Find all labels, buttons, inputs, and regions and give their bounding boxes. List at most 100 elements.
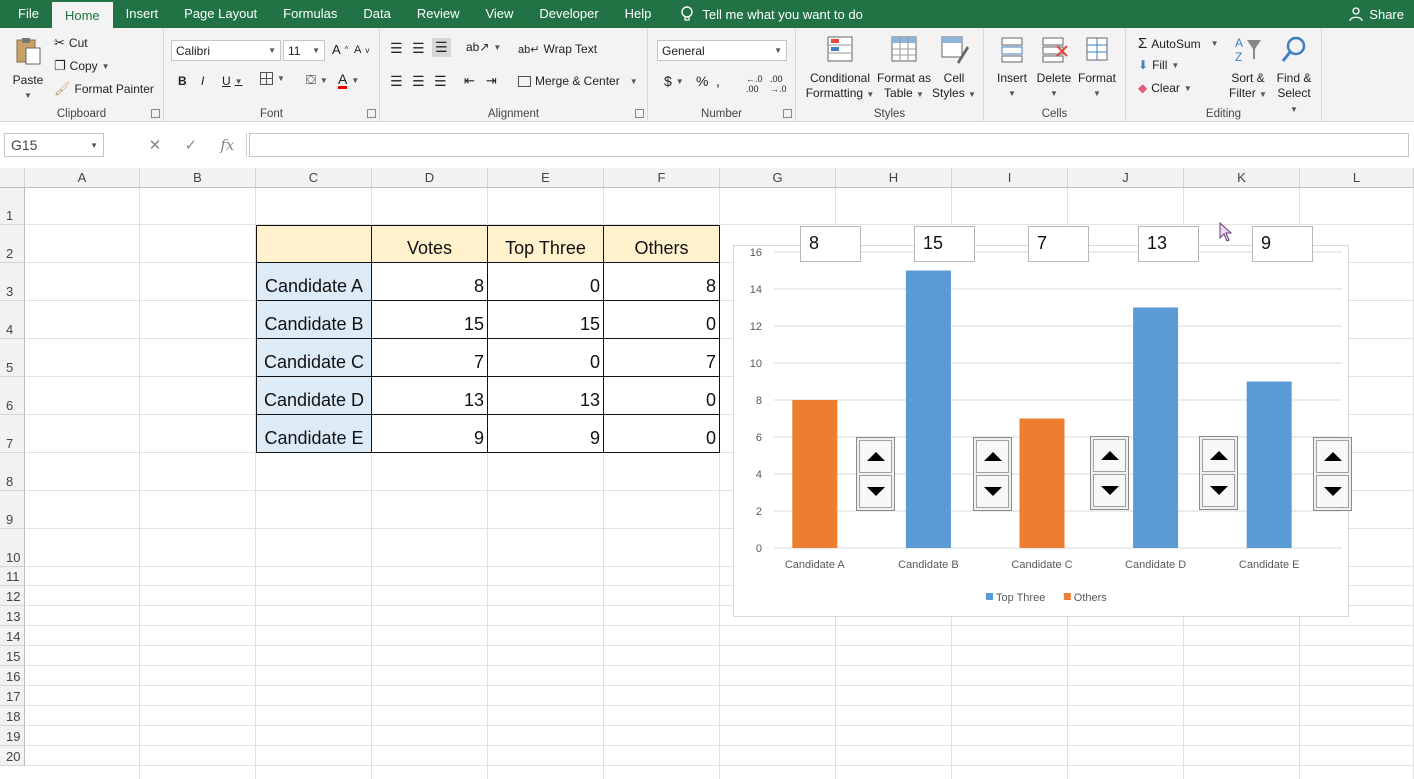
value-box-c[interactable]: 7 — [1028, 226, 1089, 262]
others-cell[interactable]: 7 — [604, 339, 720, 377]
row-header-1[interactable]: 1 — [0, 188, 25, 225]
value-box-d[interactable]: 13 — [1138, 226, 1199, 262]
column-header-f[interactable]: F — [604, 168, 720, 188]
column-header-l[interactable]: L — [1300, 168, 1414, 188]
row-header-14[interactable]: 14 — [0, 626, 25, 646]
top-three-cell[interactable]: 9 — [488, 415, 604, 453]
row-header-17[interactable]: 17 — [0, 686, 25, 706]
spinner-a-down-button[interactable] — [859, 475, 892, 508]
value-box-b[interactable]: 15 — [914, 226, 975, 262]
others-cell[interactable]: 8 — [604, 263, 720, 301]
votes-cell[interactable]: 9 — [372, 415, 488, 453]
candidate-name-cell[interactable]: Candidate B — [256, 301, 372, 339]
find-select-button[interactable]: Find & Select ▼ — [1272, 34, 1316, 117]
table-header-cell[interactable]: Votes — [372, 225, 488, 263]
insert-cells-button[interactable]: Insert ▼ — [992, 34, 1032, 101]
delete-dropdown-icon[interactable]: ▼ — [1050, 89, 1058, 98]
format-painter-button[interactable]: 🖌 Format Painter — [54, 81, 154, 97]
row-header-10[interactable]: 10 — [0, 529, 25, 567]
fill-button[interactable]: ⬇ Fill ▼ — [1138, 58, 1180, 72]
tab-insert[interactable]: Insert — [125, 6, 159, 21]
font-family-select[interactable]: Calibri ▼ — [171, 40, 281, 61]
currency-button[interactable]: $ ▼ — [664, 73, 684, 89]
conditional-formatting-button[interactable]: Conditional Formatting ▼ — [802, 34, 878, 102]
top-three-cell[interactable]: 0 — [488, 339, 604, 377]
row-header-16[interactable]: 16 — [0, 666, 25, 686]
row-header-11[interactable]: 11 — [0, 567, 25, 586]
column-header-j[interactable]: J — [1068, 168, 1184, 188]
others-cell[interactable]: 0 — [604, 377, 720, 415]
row-header-3[interactable]: 3 — [0, 263, 25, 301]
share-button[interactable]: Share — [1349, 0, 1404, 28]
spinner-b-down-button[interactable] — [976, 475, 1009, 508]
row-header-19[interactable]: 19 — [0, 726, 25, 746]
align-right-button[interactable]: ☰ — [434, 73, 447, 89]
row-header-4[interactable]: 4 — [0, 301, 25, 339]
merge-center-button[interactable]: Merge & Center ▼ — [518, 74, 638, 88]
votes-cell[interactable]: 8 — [372, 263, 488, 301]
fill-color-button[interactable]: ⛋ ▼ — [306, 72, 328, 87]
row-header-12[interactable]: 12 — [0, 586, 25, 606]
top-three-cell[interactable]: 13 — [488, 377, 604, 415]
spinner-d-up-button[interactable] — [1202, 439, 1235, 472]
spinner-c[interactable] — [1090, 436, 1129, 510]
enter-icon[interactable]: ✓ — [184, 137, 198, 154]
column-header-e[interactable]: E — [488, 168, 604, 188]
decrease-decimal-button[interactable]: .00 →.0 — [770, 74, 787, 94]
format-as-table-button[interactable]: Format as Table ▼ — [876, 34, 932, 102]
column-header-d[interactable]: D — [372, 168, 488, 188]
tab-review[interactable]: Review — [416, 6, 460, 21]
orientation-button[interactable]: ab↗ ▼ — [466, 40, 502, 54]
format-cells-button[interactable]: Format ▼ — [1076, 34, 1118, 101]
row-header-13[interactable]: 13 — [0, 606, 25, 626]
increase-indent-button[interactable]: ⇥ — [486, 73, 497, 88]
underline-button[interactable]: U ▼ — [222, 74, 243, 88]
candidate-name-cell[interactable]: Candidate A — [256, 263, 372, 301]
formula-input[interactable] — [249, 133, 1409, 157]
votes-cell[interactable]: 15 — [372, 301, 488, 339]
value-box-a[interactable]: 8 — [800, 226, 861, 262]
row-header-15[interactable]: 15 — [0, 646, 25, 666]
column-header-k[interactable]: K — [1184, 168, 1300, 188]
insert-dropdown-icon[interactable]: ▼ — [1008, 89, 1016, 98]
tab-formulas[interactable]: Formulas — [283, 6, 338, 21]
row-header-18[interactable]: 18 — [0, 706, 25, 726]
table-header-cell[interactable] — [256, 225, 372, 263]
spinner-a[interactable] — [856, 437, 895, 511]
alignment-launcher-icon[interactable] — [635, 109, 644, 118]
spinner-e-down-button[interactable] — [1316, 475, 1349, 508]
borders-button[interactable]: ▼ — [260, 72, 285, 85]
font-size-select[interactable]: 11 ▼ — [283, 40, 325, 61]
spinner-d[interactable] — [1199, 436, 1238, 510]
tab-view[interactable]: View — [485, 6, 514, 21]
row-header-5[interactable]: 5 — [0, 339, 25, 377]
align-top-button[interactable]: ☰ — [390, 40, 403, 56]
font-color-button[interactable]: A ▼ — [338, 71, 360, 89]
candidate-name-cell[interactable]: Candidate E — [256, 415, 372, 453]
votes-cell[interactable]: 13 — [372, 377, 488, 415]
votes-chart[interactable]: 0 2 4 6 8 10 12 14 16 Candidate A Candidate B Candi… — [733, 245, 1349, 617]
cancel-icon[interactable]: ✕ — [148, 137, 162, 154]
candidate-name-cell[interactable]: Candidate D — [256, 377, 372, 415]
column-header-h[interactable]: H — [836, 168, 952, 188]
delete-cells-button[interactable]: Delete ▼ — [1034, 34, 1074, 101]
bold-button[interactable]: B — [178, 74, 187, 88]
spinner-b[interactable] — [973, 437, 1012, 511]
top-three-cell[interactable]: 15 — [488, 301, 604, 339]
italic-button[interactable]: I — [201, 74, 205, 88]
spinner-c-down-button[interactable] — [1093, 474, 1126, 507]
tab-developer[interactable]: Developer — [539, 6, 599, 21]
row-header-9[interactable]: 9 — [0, 491, 25, 529]
percent-button[interactable]: % — [696, 73, 709, 89]
row-header-6[interactable]: 6 — [0, 377, 25, 415]
font-launcher-icon[interactable] — [367, 109, 376, 118]
column-header-i[interactable]: I — [952, 168, 1068, 188]
align-center-button[interactable]: ☰ — [412, 73, 425, 89]
autosum-button[interactable]: Σ AutoSum ▼ — [1138, 35, 1219, 52]
align-middle-button[interactable]: ☰ — [412, 40, 425, 56]
spinner-e-up-button[interactable] — [1316, 440, 1349, 473]
table-header-cell[interactable]: Top Three — [488, 225, 604, 263]
decrease-indent-button[interactable]: ⇤ — [464, 73, 475, 88]
align-bottom-button[interactable]: ☰ — [432, 38, 451, 57]
